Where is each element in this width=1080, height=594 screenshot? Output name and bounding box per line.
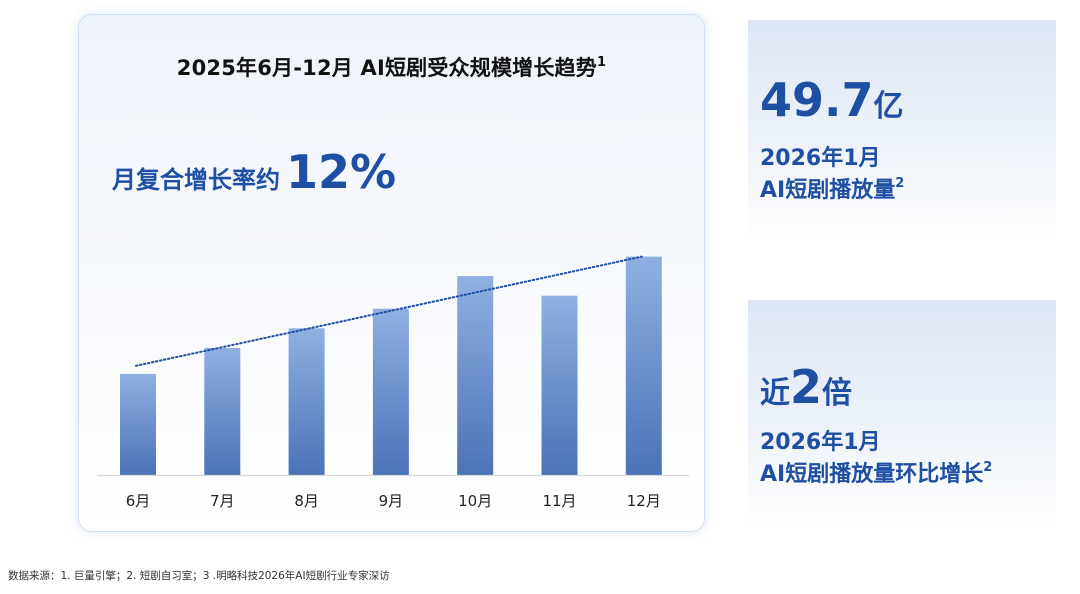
stat-growth-desc: AI短剧播放量环比增长2 bbox=[760, 456, 992, 488]
bar-chart: 6月 7月 8月 9月 10月 11月 12月 bbox=[97, 255, 689, 510]
category-labels: 6月 7月 8月 9月 10月 11月 12月 bbox=[126, 492, 661, 510]
stat-growth-value: 近2倍 bbox=[760, 360, 852, 414]
x-tick-label: 12月 bbox=[627, 492, 661, 510]
bar-8月 bbox=[288, 328, 325, 475]
cagr-value: 12% bbox=[286, 145, 397, 199]
bar-12月 bbox=[625, 256, 662, 475]
chart-title: 2025年6月-12月 AI短剧受众规模增长趋势1 bbox=[79, 52, 704, 82]
stat-growth-desc-text: AI短剧播放量环比增长 bbox=[760, 462, 984, 487]
stat-growth-unit: 倍 bbox=[822, 376, 853, 411]
stat-growth-footnote: 2 bbox=[983, 459, 993, 475]
bar-6月 bbox=[120, 373, 156, 475]
stat-growth-prefix: 近 bbox=[760, 376, 790, 411]
chart-card: 2025年6月-12月 AI短剧受众规模增长趋势1 月复合增长率约 12% 6月 7… bbox=[78, 14, 705, 532]
chart-title-text: 2025年6月-12月 AI短剧受众规模增长趋势 bbox=[176, 56, 597, 80]
x-tick-label: 10月 bbox=[458, 492, 492, 510]
source-note: 数据来源：1. 巨量引擎；2. 短剧自习室；3 .明略科技2026年AI短剧行业… bbox=[8, 570, 390, 582]
trend-line bbox=[135, 255, 643, 367]
x-tick-label: 9月 bbox=[379, 492, 404, 510]
stat-card-plays: 49.7亿 2026年1月 AI短剧播放量2 bbox=[748, 20, 1056, 242]
bar-10月 bbox=[457, 276, 494, 475]
x-tick-label: 11月 bbox=[542, 492, 576, 510]
bar-11月 bbox=[541, 295, 578, 475]
stat-plays-date: 2026年1月 bbox=[760, 146, 881, 171]
stat-growth-date: 2026年1月 bbox=[760, 430, 881, 455]
x-tick-label: 8月 bbox=[294, 492, 319, 510]
x-tick-label: 6月 bbox=[126, 492, 151, 510]
stat-plays-value: 49.7亿 bbox=[760, 73, 904, 127]
chart-title-footnote: 1 bbox=[596, 55, 607, 70]
bar-7月 bbox=[204, 347, 241, 475]
x-tick-label: 7月 bbox=[210, 492, 235, 510]
stat-plays-unit: 亿 bbox=[873, 89, 904, 124]
stat-plays-desc-text: AI短剧播放量 bbox=[760, 178, 896, 203]
stat-plays-desc: AI短剧播放量2 bbox=[760, 172, 904, 204]
cagr-label: 月复合增长率约 bbox=[112, 166, 280, 194]
cagr-callout: 月复合增长率约 12% bbox=[112, 145, 396, 199]
stat-plays-footnote: 2 bbox=[895, 175, 905, 191]
bar-9月 bbox=[372, 308, 409, 475]
stat-card-growth: 近2倍 2026年1月 AI短剧播放量环比增长2 bbox=[748, 300, 1056, 528]
bars-layer bbox=[120, 256, 662, 475]
stat-plays-number: 49.7 bbox=[760, 73, 874, 127]
stat-growth-number: 2 bbox=[790, 360, 823, 414]
